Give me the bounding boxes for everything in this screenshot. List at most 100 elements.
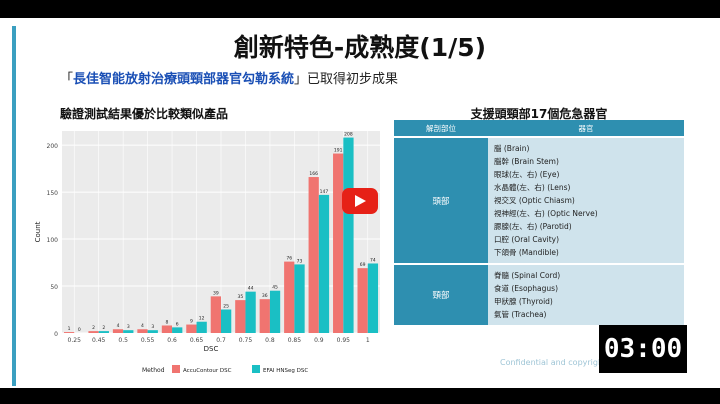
- header-region: 解剖部位: [394, 120, 488, 137]
- bar: [294, 264, 305, 333]
- bar: [112, 329, 124, 333]
- x-axis-label: DSC: [204, 345, 219, 353]
- bar: [196, 321, 207, 333]
- slide-title: 創新特色-成熟度(1/5): [233, 33, 487, 62]
- region-cell: 頸部: [394, 263, 488, 325]
- bar: [269, 290, 281, 333]
- organ-item: 脊髓 (Spinal Cord): [494, 271, 561, 280]
- organ-item: 腮腺(左、右) (Parotid): [494, 222, 572, 231]
- data-label: 69: [360, 262, 366, 268]
- bar: [284, 261, 295, 333]
- x-tick-label: 0.85: [288, 337, 302, 344]
- bar: [210, 296, 221, 333]
- data-label: 39: [213, 290, 219, 296]
- x-tick-label: 1: [366, 337, 370, 344]
- organ-item: 甲狀腺 (Thyroid): [494, 297, 553, 306]
- data-label: 8: [166, 319, 169, 325]
- organ-item: 水晶體(左、右) (Lens): [494, 183, 571, 192]
- data-label: 2: [102, 325, 105, 331]
- bar: [172, 327, 183, 333]
- organ-item: 口腔 (Oral Cavity): [494, 235, 560, 244]
- y-tick-label: 150: [47, 190, 59, 197]
- table-row: 頭部腦 (Brain) 腦幹 (Brain Stem) 眼球(左、右) (Eye) 水…: [394, 136, 684, 264]
- legend-swatch: [172, 365, 180, 373]
- data-label: 6: [176, 321, 179, 327]
- data-label: 3: [151, 324, 154, 330]
- subtitle-open: 「: [60, 72, 74, 87]
- legend-entry: AccuContour DSC: [183, 368, 232, 374]
- organ-item: 氣管 (Trachea): [494, 310, 547, 319]
- organ-item: 腦 (Brain): [494, 144, 530, 153]
- bar: [63, 332, 75, 333]
- data-label: 147: [320, 189, 329, 195]
- x-tick-label: 0.45: [92, 337, 106, 344]
- data-label: 1: [68, 326, 71, 332]
- slide-subtitle: 「長佳智能放射治療頭頸部器官勾勒系統」已取得初步成果: [60, 68, 398, 87]
- accent-bar: [12, 26, 16, 386]
- y-tick-label: 200: [47, 143, 59, 150]
- header-organ: 器官: [488, 120, 684, 137]
- data-label: 73: [297, 258, 303, 264]
- bar: [308, 177, 319, 333]
- bar: [318, 194, 330, 333]
- x-tick-label: 0.95: [337, 337, 351, 344]
- x-tick-label: 0.75: [239, 337, 253, 344]
- data-label: 12: [199, 316, 205, 322]
- organ-item: 下頜骨 (Mandible): [494, 248, 559, 257]
- dsc-bar-chart: 0 50 100 150 200 1 0 0.25 2 2 0.45 4 3 0.5 4 3 0.55 8 6 0.6…: [34, 131, 380, 374]
- data-label: 191: [334, 148, 343, 154]
- slide: 創新特色-成熟度(1/5) 「長佳智能放射治療頭頸部器官勾勒系統」已取得初步成果…: [0, 18, 720, 388]
- organ-item: 食道 (Esophagus): [494, 284, 559, 293]
- x-tick-label: 0.5: [118, 337, 128, 344]
- data-label: 166: [309, 171, 318, 177]
- organ-item: 腦幹 (Brain Stem): [494, 157, 559, 166]
- region-cell: 頭部: [394, 136, 488, 264]
- bar: [88, 331, 99, 333]
- data-label: 44: [248, 286, 254, 292]
- data-label: 4: [117, 323, 120, 329]
- legend-swatch: [252, 365, 260, 373]
- x-tick-label: 0.55: [141, 337, 155, 344]
- data-label: 74: [370, 257, 376, 263]
- organ-list: 腦 (Brain) 腦幹 (Brain Stem) 眼球(左、右) (Eye) 水晶體…: [488, 136, 684, 264]
- organ-item: 視神經(左、右) (Optic Nerve): [494, 209, 598, 218]
- organ-table-header: 解剖部位 器官: [394, 120, 684, 137]
- organ-item: 眼球(左、右) (Eye): [494, 170, 560, 179]
- legend-entry: EFAI HNSeg DSC: [263, 368, 308, 374]
- data-label: 36: [262, 293, 268, 299]
- x-tick-label: 0.8: [265, 337, 275, 344]
- play-icon[interactable]: [342, 188, 378, 214]
- bar: [98, 331, 109, 333]
- organ-table-title: 支援頭頸部17個危急器官: [470, 107, 608, 121]
- data-label: 45: [272, 285, 278, 291]
- subtitle-highlight: 長佳智能放射治療頭頸部器官勾勒系統: [73, 72, 295, 87]
- organ-item: 視交叉 (Optic Chiasm): [494, 196, 575, 205]
- bar: [245, 291, 256, 333]
- organ-list: 脊髓 (Spinal Cord) 食道 (Esophagus) 甲狀腺 (Thyro…: [488, 263, 684, 325]
- bar: [357, 268, 368, 333]
- x-tick-label: 0.7: [216, 337, 226, 344]
- x-tick-label: 0.6: [167, 337, 177, 344]
- y-tick-label: 100: [47, 237, 59, 244]
- subtitle-rest: 」已取得初步成果: [294, 72, 399, 87]
- bar: [147, 330, 158, 333]
- x-tick-label: 0.65: [190, 337, 204, 344]
- y-tick-label: 50: [50, 284, 58, 291]
- bar: [137, 329, 148, 333]
- bar: [235, 300, 246, 333]
- bar: [367, 263, 379, 333]
- data-label: 76: [286, 256, 292, 262]
- organ-table: 解剖部位 器官 頭部腦 (Brain) 腦幹 (Brain Stem) 眼球(左、右…: [394, 120, 684, 325]
- x-tick-label: 0.9: [314, 337, 324, 344]
- y-tick-label: 0: [54, 331, 58, 338]
- data-label: 9: [190, 319, 193, 325]
- bar: [333, 153, 344, 333]
- bar: [161, 325, 173, 333]
- data-label: 3: [127, 324, 130, 330]
- data-label: 25: [223, 304, 229, 310]
- x-tick-label: 0.25: [68, 337, 82, 344]
- bar: [186, 324, 197, 333]
- countdown-timer: 03:00: [599, 325, 687, 373]
- data-label: 208: [344, 132, 353, 138]
- data-label: 35: [237, 294, 243, 300]
